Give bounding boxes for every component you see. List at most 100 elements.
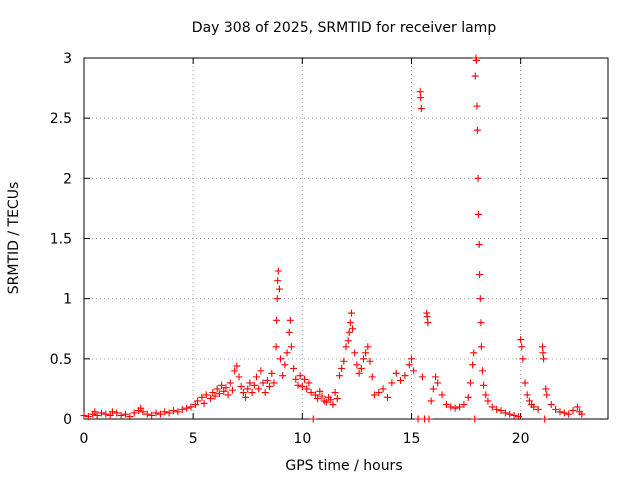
data-point xyxy=(298,383,306,391)
data-point xyxy=(314,395,322,403)
data-point xyxy=(478,367,486,375)
data-point xyxy=(335,372,343,380)
data-point xyxy=(464,393,472,401)
data-point xyxy=(237,383,245,391)
data-point xyxy=(501,409,509,417)
data-point xyxy=(117,411,125,419)
data-point xyxy=(438,391,446,399)
data-point xyxy=(418,373,426,381)
data-point xyxy=(475,241,483,249)
data-point xyxy=(224,391,232,399)
y-axis-label: SRMTID / TECUs xyxy=(6,182,22,295)
data-point xyxy=(523,391,531,399)
data-point xyxy=(359,355,367,363)
data-point xyxy=(231,367,239,375)
data-point xyxy=(309,415,317,423)
data-point xyxy=(432,373,440,381)
data-point xyxy=(273,316,281,324)
data-point xyxy=(290,364,298,372)
data-point xyxy=(469,361,477,369)
data-point xyxy=(261,389,269,397)
data-point xyxy=(259,379,267,387)
data-point xyxy=(417,94,425,102)
data-point xyxy=(121,410,129,418)
data-point xyxy=(211,392,219,400)
data-point xyxy=(250,381,258,389)
grid-lines xyxy=(84,58,608,419)
data-point xyxy=(474,174,482,182)
data-point xyxy=(235,373,243,381)
x-tick-label: 5 xyxy=(189,431,198,447)
data-point xyxy=(560,409,568,417)
data-point xyxy=(540,355,548,363)
data-point xyxy=(525,397,533,405)
data-point xyxy=(165,409,173,417)
data-point xyxy=(148,411,156,419)
data-point xyxy=(401,372,409,380)
data-point xyxy=(287,343,295,351)
data-point xyxy=(286,316,294,324)
data-point xyxy=(370,391,378,399)
data-point xyxy=(397,376,405,384)
data-point xyxy=(471,415,479,423)
data-point xyxy=(484,397,492,405)
data-point xyxy=(226,379,234,387)
data-point xyxy=(362,349,370,357)
data-point xyxy=(244,385,252,393)
data-point xyxy=(342,343,350,351)
data-point xyxy=(425,415,433,423)
data-point xyxy=(255,385,263,393)
data-point xyxy=(130,409,138,417)
data-point xyxy=(477,319,485,327)
y-tick-label: 0 xyxy=(63,412,72,428)
data-point xyxy=(344,337,352,345)
data-point xyxy=(488,403,496,411)
data-point xyxy=(331,389,339,397)
data-point xyxy=(423,313,431,321)
data-point xyxy=(473,126,481,134)
data-point xyxy=(578,410,586,418)
data-point xyxy=(447,403,455,411)
data-point xyxy=(200,399,208,407)
data-point xyxy=(470,349,478,357)
data-point xyxy=(174,408,182,416)
data-point xyxy=(270,379,278,387)
data-point xyxy=(460,401,468,409)
data-point xyxy=(294,381,302,389)
data-point xyxy=(519,355,527,363)
x-axis-label: GPS time / hours xyxy=(285,458,402,474)
plot-frame xyxy=(83,57,609,420)
data-point xyxy=(379,385,387,393)
chart-title: Day 308 of 2025, SRMTID for receiver lam… xyxy=(192,20,497,36)
data-point xyxy=(215,390,223,398)
y-tick-label: 1 xyxy=(63,292,72,308)
data-point xyxy=(366,357,374,365)
data-point xyxy=(534,405,542,413)
data-point xyxy=(220,387,228,395)
data-point xyxy=(573,403,581,411)
y-tick-label: 2 xyxy=(63,171,72,187)
data-point xyxy=(257,367,265,375)
data-point xyxy=(329,401,337,409)
data-point xyxy=(541,415,549,423)
data-point xyxy=(355,369,363,377)
data-point xyxy=(476,271,484,279)
data-point xyxy=(305,379,313,387)
data-point xyxy=(539,343,546,351)
data-point xyxy=(349,325,357,333)
data-point xyxy=(424,319,432,327)
data-point xyxy=(285,328,293,336)
data-point xyxy=(547,401,555,409)
data-point xyxy=(183,404,191,412)
data-point xyxy=(198,393,206,401)
data-point xyxy=(322,398,330,406)
data-point xyxy=(318,392,326,400)
data-point xyxy=(482,391,490,399)
data-point xyxy=(246,379,254,387)
data-point xyxy=(106,411,114,419)
x-tick-label: 0 xyxy=(80,431,89,447)
data-point xyxy=(80,411,88,419)
y-tick-label: 1.5 xyxy=(50,232,72,248)
data-point xyxy=(191,401,199,409)
data-point xyxy=(139,408,147,416)
